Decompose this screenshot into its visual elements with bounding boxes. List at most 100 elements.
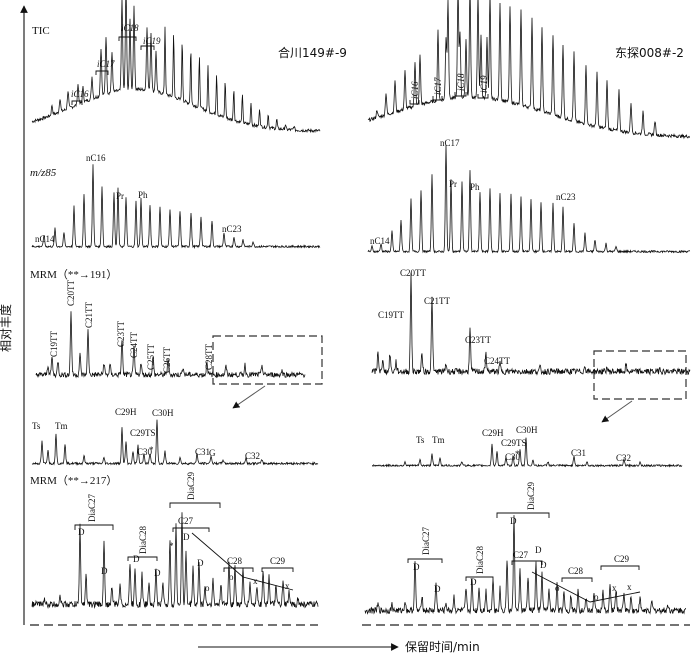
trend-line-right	[531, 571, 641, 603]
peak-label-zoom-right-asterisk: *	[515, 449, 520, 459]
y-axis-label: 相对丰度	[0, 304, 13, 352]
peak-label-zoom-right-c30: C30	[505, 452, 521, 462]
peak-label-tic-left-ic18: iC18	[121, 23, 139, 33]
svg-text:o: o	[594, 592, 599, 602]
trace-m85-right	[367, 144, 691, 254]
sample-name-left: 合川149#-9	[278, 45, 347, 60]
bracket-tic-left-ic16	[71, 100, 83, 105]
x-axis-label: 保留时间/min	[405, 640, 480, 653]
peak-label-zoom-left-c31: C31	[195, 447, 210, 457]
peak-label-zoom-left-c29h: C29H	[115, 407, 137, 417]
peak-label-m85-left-nc14: nC14	[35, 234, 55, 244]
peak-label-217-right-diac27: DiaC27	[421, 527, 431, 555]
peak-label-zoom-right-c32: C32	[616, 453, 631, 463]
trace-mrm191-right	[371, 272, 691, 376]
trace-zoom191-right	[372, 437, 683, 468]
zoom-arrow-right	[601, 400, 633, 423]
panel-label-m85: m/z85	[30, 167, 57, 179]
peak-label-zoom-left-asterisk: *	[149, 445, 154, 455]
bracket-217-left-c28	[223, 567, 254, 572]
bracket-217-right-diac27	[407, 558, 443, 563]
trace-m85-left	[31, 164, 321, 250]
svg-text:D: D	[434, 584, 441, 594]
peak-label-217-left-diac29: DiaC29	[186, 472, 196, 500]
svg-text:D: D	[133, 554, 140, 564]
svg-text:o: o	[229, 572, 234, 582]
peak-label-tic-left-ic19: iC19	[143, 36, 161, 46]
trace-tic-left	[31, 0, 321, 134]
peak-label-191-left-c24tt: C24TT	[129, 331, 139, 358]
bracket-217-right-diac29	[496, 512, 550, 518]
bracket-217-right-c27	[511, 560, 543, 565]
peak-label-191-left-c28tt: C28TT	[204, 343, 214, 370]
peak-markers-217-right: DDD DDD oox x	[413, 516, 632, 602]
peak-label-191-left-c20tt: C20TT	[66, 279, 76, 306]
svg-text:D: D	[413, 562, 420, 572]
peak-label-m85-left-nc16: nC16	[86, 153, 106, 163]
svg-text:x: x	[285, 581, 290, 591]
peak-label-191-left-c25tt: C25TT	[146, 343, 156, 370]
peak-label-m85-right-pr: Pr	[449, 179, 457, 189]
peak-label-217-right-diac29: DiaC29	[526, 482, 536, 510]
panel-label-mrm191: MRM（**→191）	[30, 268, 117, 281]
peak-label-zoom-right-c29ts: C29TS	[501, 438, 527, 448]
sample-name-right: 东探008#-2	[615, 46, 684, 60]
peak-label-191-left-c26tt: C26TT	[162, 346, 172, 373]
bracket-217-left-diac29	[169, 502, 221, 508]
peak-label-zoom-left-c30: C30	[137, 447, 153, 457]
panel-label-mrm217: MRM（**→217）	[30, 474, 117, 487]
bracket-tic-left-ic17	[95, 70, 109, 75]
trend-line-left	[191, 532, 294, 591]
zoom-box-right	[593, 350, 687, 400]
peak-label-191-right-c20tt: C20TT	[400, 268, 427, 278]
peak-label-zoom-right-ts: Ts	[416, 435, 425, 445]
peak-label-tic-right-ic19: iC19	[479, 75, 489, 93]
peak-label-217-right-c29: C29	[614, 554, 630, 564]
bracket-217-left-c29	[261, 567, 294, 572]
peak-label-m85-right-nc23: nC23	[556, 192, 576, 202]
bracket-217-right-diac28	[465, 576, 494, 581]
peak-label-191-right-c24tt: C24TT	[484, 356, 511, 366]
bracket-217-left-diac28	[127, 556, 158, 561]
trace-mrm217-left	[31, 512, 319, 609]
peak-label-zoom-left-g: G	[209, 448, 216, 458]
panel-label-tic: TIC	[32, 25, 50, 37]
peak-label-m85-left-pr: Pr	[116, 191, 124, 201]
peak-label-tic-right-ic17: iC17	[433, 77, 443, 95]
peak-label-zoom-left-tm: Tm	[55, 421, 68, 431]
peak-label-217-right-diac28: DiaC28	[475, 546, 485, 574]
peak-label-zoom-left-c32: C32	[245, 451, 260, 461]
peak-label-zoom-left-ts: Ts	[32, 421, 41, 431]
peak-markers-217-left: D D D D * D Do o x x	[78, 527, 290, 593]
peak-label-217-left-c27: C27	[178, 516, 194, 526]
bracket-217-right-c28	[561, 577, 593, 582]
peak-label-191-right-c19tt: C19TT	[378, 310, 405, 320]
svg-text:D: D	[197, 558, 204, 568]
trace-tic-right	[367, 0, 690, 140]
trace-zoom191-left	[31, 419, 319, 466]
peak-label-tic-right-ic16: iC16	[410, 81, 420, 99]
peak-label-191-right-c21tt: C21TT	[424, 296, 451, 306]
peak-label-tic-left-ic17: iC17	[97, 59, 115, 69]
bracket-tic-right-ic17	[432, 96, 443, 101]
bracket-217-left-diac27	[74, 524, 114, 530]
bracket-tic-left-ic19	[140, 45, 155, 50]
peak-label-zoom-right-c31: C31	[571, 448, 586, 458]
peak-label-217-left-diac28: DiaC28	[138, 526, 148, 554]
peak-label-zoom-left-c29ts: C29TS	[130, 428, 156, 438]
trace-mrm191-left	[35, 311, 306, 379]
peak-label-zoom-right-tm: Tm	[432, 435, 445, 445]
svg-text:D: D	[510, 516, 517, 526]
svg-text:o: o	[555, 583, 560, 593]
peak-label-m85-right-ph: Ph	[470, 182, 480, 192]
svg-text:x: x	[612, 583, 617, 593]
svg-text:o: o	[205, 583, 210, 593]
peak-label-m85-left-ph: Ph	[138, 190, 148, 200]
peak-label-191-left-c23tt: C23TT	[116, 320, 126, 347]
zoom-arrow-left	[232, 385, 266, 409]
peak-label-tic-right-ic18: iC18	[456, 73, 466, 91]
peak-label-m85-left-nc23: nC23	[222, 224, 242, 234]
peak-label-m85-right-nc17: nC17	[440, 138, 460, 148]
peak-label-217-right-c27: C27	[513, 550, 529, 560]
svg-text:D: D	[154, 568, 161, 578]
